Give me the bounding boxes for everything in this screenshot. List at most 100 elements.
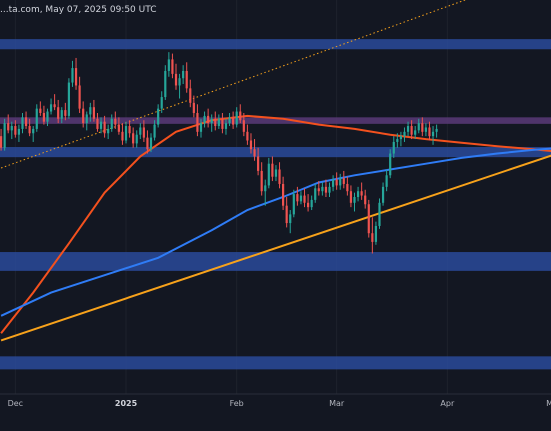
candle-body: [274, 169, 278, 177]
x-tick-label: Dec: [8, 399, 23, 408]
candle-body: [203, 115, 206, 124]
candle: [39, 101, 42, 116]
candle-body: [367, 204, 370, 234]
candle: [285, 197, 288, 228]
candle: [174, 63, 178, 90]
candle-body: [267, 163, 270, 186]
candle-body: [167, 59, 170, 71]
candle-body: [7, 123, 10, 131]
candle-body: [14, 126, 17, 135]
candle: [167, 52, 170, 77]
candle-body: [282, 183, 285, 206]
candle-body: [103, 121, 106, 134]
candle-body: [171, 59, 174, 74]
candle-body: [421, 123, 424, 132]
candle-body: [21, 117, 24, 129]
candle-body: [299, 195, 303, 202]
candle-body: [406, 126, 410, 132]
candle: [107, 124, 110, 140]
candle: [260, 162, 263, 196]
candle-body: [428, 127, 431, 137]
candle: [339, 173, 342, 190]
candle: [242, 112, 245, 137]
candle: [146, 130, 149, 154]
candle: [367, 199, 370, 238]
candle: [321, 182, 324, 196]
candle-body: [321, 186, 324, 192]
candle-body: [228, 117, 231, 124]
candles: [0, 52, 438, 254]
candle: [99, 117, 103, 134]
candle: [239, 104, 242, 124]
candle-body: [139, 127, 142, 135]
candle: [92, 99, 95, 122]
candle: [232, 111, 235, 129]
candle-body: [271, 163, 274, 177]
candle-body: [153, 124, 156, 138]
candle: [89, 102, 92, 122]
time-axis[interactable]: Dec 2025 Feb Mar Apr May: [8, 399, 551, 408]
candle: [207, 108, 210, 128]
candle: [64, 102, 67, 121]
candle: [182, 65, 185, 85]
candle-body: [182, 70, 185, 79]
candle: [46, 108, 49, 127]
candle-body: [10, 126, 13, 131]
resistance-zone: [0, 117, 551, 124]
x-tick-label: Mar: [329, 399, 345, 408]
candle: [139, 123, 142, 140]
candle: [235, 107, 238, 128]
candle-body: [260, 170, 263, 192]
candle-body: [360, 191, 363, 196]
candle: [421, 117, 424, 137]
candle: [21, 112, 24, 134]
candle-body: [224, 123, 228, 129]
candle: [178, 73, 181, 99]
candle: [17, 124, 21, 142]
candle-body: [46, 111, 49, 122]
candle-body: [28, 126, 31, 134]
candle: [60, 107, 63, 124]
candle: [24, 111, 28, 129]
candle-body: [221, 118, 224, 129]
candle-body: [289, 214, 292, 224]
candle: [128, 120, 131, 138]
candle-body: [414, 130, 417, 135]
candle-body: [364, 195, 367, 205]
header-source-text: ...ta.com, May 07, 2025 09:50 UTC: [0, 5, 156, 15]
candle-body: [314, 188, 317, 200]
candle-body: [146, 137, 149, 150]
candle: [303, 188, 306, 208]
candle-body: [0, 136, 3, 148]
candle-body: [149, 137, 153, 150]
candle: [164, 65, 167, 100]
candle: [210, 114, 213, 132]
candle: [53, 94, 56, 111]
candle: [317, 181, 320, 196]
candle-body: [124, 126, 128, 141]
candle-body: [71, 68, 74, 83]
candle-body: [114, 118, 117, 125]
candle-body: [342, 178, 345, 184]
candle-body: [107, 128, 110, 134]
candle-body: [374, 225, 378, 242]
candle: [435, 124, 438, 138]
candle: [35, 104, 38, 132]
candle-body: [189, 88, 192, 103]
candle-body: [328, 186, 331, 193]
candle-body: [381, 186, 385, 203]
candle: [7, 114, 10, 134]
candle-body: [132, 133, 135, 144]
candle-body: [335, 179, 338, 186]
candle: [282, 176, 285, 211]
candle: [199, 118, 203, 138]
candle-body: [174, 73, 178, 86]
candle: [149, 133, 153, 153]
candle: [192, 95, 195, 118]
candle-body: [246, 131, 249, 141]
candle-body: [207, 115, 210, 124]
candle-body: [353, 197, 356, 203]
candle-body: [278, 169, 281, 184]
candle: [82, 101, 85, 128]
